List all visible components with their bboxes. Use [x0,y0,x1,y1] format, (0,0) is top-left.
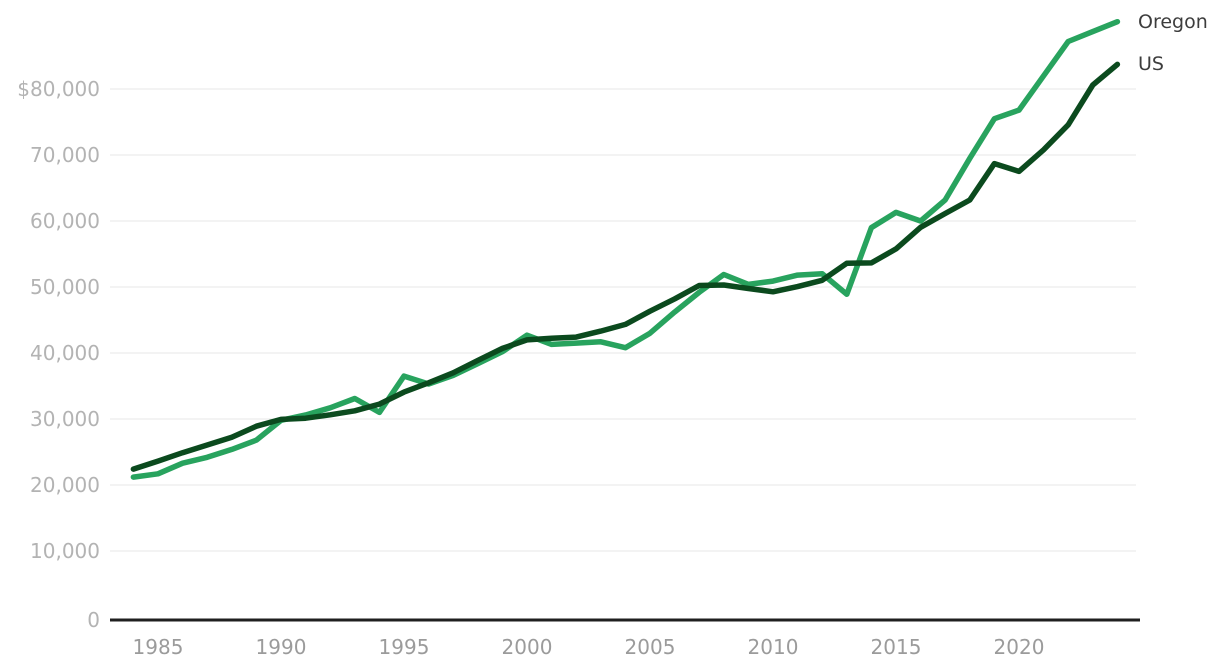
svg-text:2015: 2015 [871,635,922,659]
svg-text:2010: 2010 [748,635,799,659]
y-axis-labels: 0 10,000 20,000 30,000 40,000 50,000 60,000 70,… [17,77,100,632]
svg-text:2020: 2020 [994,635,1045,659]
svg-text:2005: 2005 [625,635,676,659]
svg-text:10,000: 10,000 [30,539,100,563]
svg-text:0: 0 [87,608,100,632]
svg-text:60,000: 60,000 [30,209,100,233]
oregon-series-line [130,18,1121,480]
svg-text:1995: 1995 [379,635,430,659]
svg-text:1985: 1985 [133,635,184,659]
x-axis-labels: 1985 1990 1995 2000 2005 2010 2015 2020 [133,635,1045,659]
svg-text:2000: 2000 [502,635,553,659]
us-series-line [130,61,1121,472]
svg-text:1990: 1990 [256,635,307,659]
svg-text:30,000: 30,000 [30,407,100,431]
legend-label-oregon: Oregon [1138,10,1208,33]
svg-text:40,000: 40,000 [30,341,100,365]
svg-text:70,000: 70,000 [30,143,100,167]
legend-label-us: US [1138,53,1164,76]
gridlines [110,88,1136,552]
svg-text:$80,000: $80,000 [17,77,100,101]
svg-text:20,000: 20,000 [30,473,100,497]
svg-text:50,000: 50,000 [30,275,100,299]
